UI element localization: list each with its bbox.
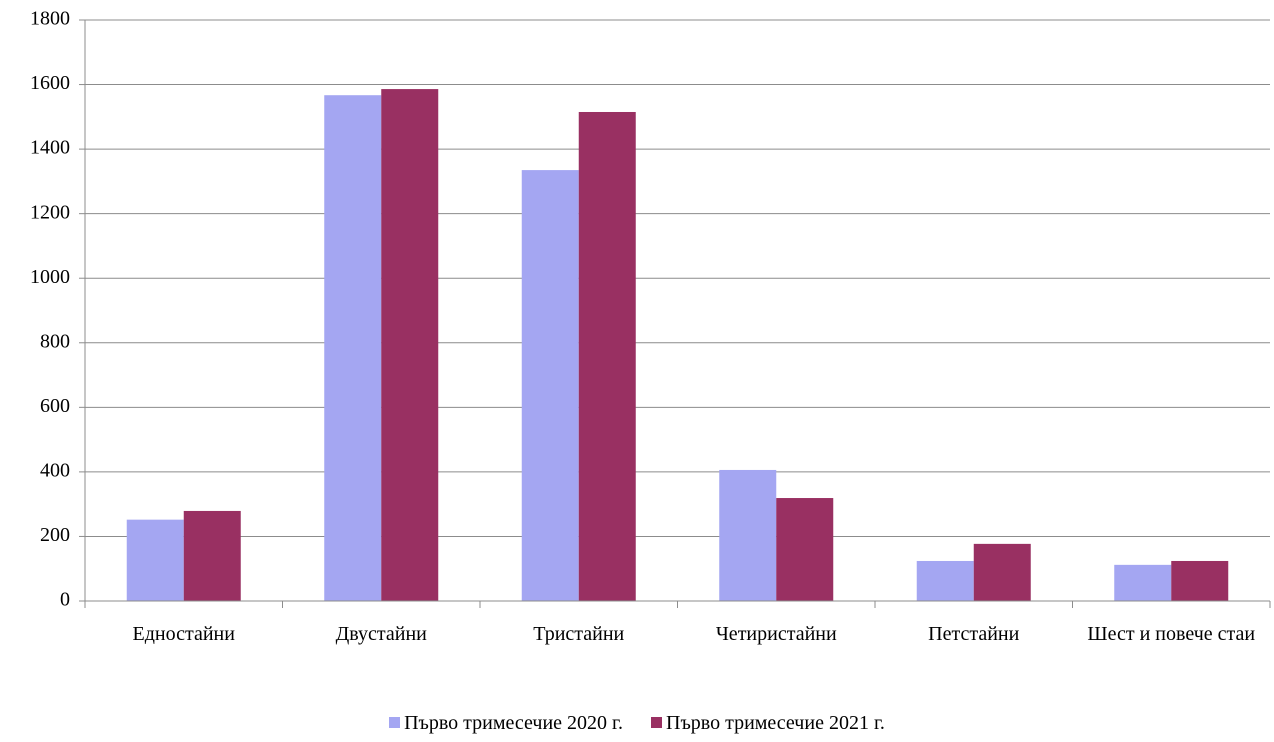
bar [776,498,834,601]
x-tick-label: Тристайни [533,623,625,645]
bar [578,111,636,601]
bar [916,560,974,601]
legend-swatch [651,717,662,728]
bar [183,510,241,601]
y-tick-label: 0 [60,589,70,611]
y-tick-label: 200 [40,524,70,546]
x-tick-label: Четиристайни [715,623,837,645]
legend-label: Първо тримесечие 2021 г. [666,712,885,734]
x-tick-label: Едностайни [132,623,235,645]
legend: Първо тримесечие 2020 г. Първо тримесечие… [0,712,1274,735]
legend-swatch [389,717,401,728]
y-tick-label: 1400 [30,137,70,159]
bar [324,95,382,602]
bar [1114,564,1172,601]
y-tick-label: 600 [40,395,70,417]
bar [973,543,1031,601]
bar [1171,560,1229,601]
y-tick-label: 400 [40,459,70,481]
bar [719,469,777,601]
x-tick-label: Двустайни [335,623,427,645]
bar [381,89,439,601]
y-tick-label: 1000 [30,266,70,288]
x-tick-label: Петстайни [928,623,1020,645]
legend-item: Първо тримесечие 2020 г. [389,712,623,735]
y-tick-label: 1600 [30,72,70,94]
bar [521,170,579,601]
y-tick-label: 1200 [30,201,70,223]
y-tick-label: 1800 [30,8,70,30]
legend-item: Първо тримесечие 2021 г. [651,712,885,735]
x-tick-label: Шест и повече стаи [1087,623,1256,645]
bar [126,519,184,601]
y-tick-label: 800 [40,330,70,352]
legend-label: Първо тримесечие 2020 г. [404,712,623,734]
